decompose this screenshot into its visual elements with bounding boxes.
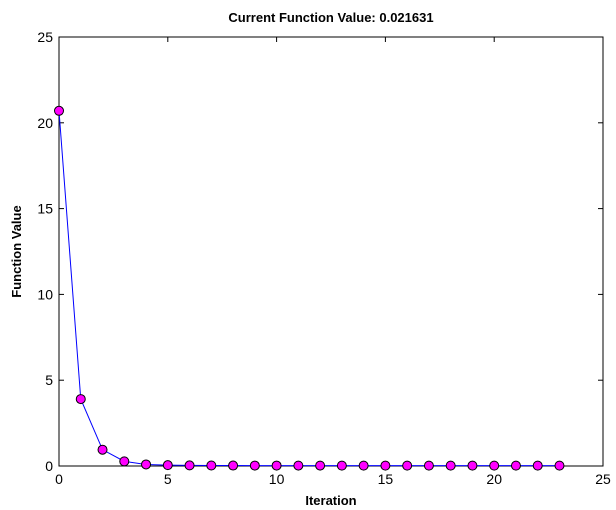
x-axis-title: Iteration: [305, 493, 356, 508]
y-tick-label: 25: [37, 29, 53, 45]
data-point: [402, 460, 413, 471]
data-point: [445, 460, 456, 471]
x-tick-label: 0: [55, 471, 63, 487]
series-layer: [54, 105, 565, 471]
data-point: [228, 460, 239, 471]
data-point: [206, 460, 217, 471]
data-point: [75, 394, 86, 405]
data-point: [423, 460, 434, 471]
data-point: [336, 460, 347, 471]
data-point: [467, 460, 478, 471]
data-point: [489, 460, 500, 471]
y-tick-label: 10: [37, 286, 53, 302]
data-point: [141, 459, 152, 470]
data-point: [293, 460, 304, 471]
data-point: [54, 105, 64, 116]
y-tick-label: 0: [45, 458, 53, 474]
x-tick-label: 25: [595, 471, 611, 487]
data-point: [315, 460, 326, 471]
x-tick-label: 5: [164, 471, 172, 487]
data-point: [184, 460, 195, 471]
data-point: [119, 456, 130, 467]
x-tick-label: 15: [378, 471, 394, 487]
data-point: [554, 460, 565, 471]
y-tick-label: 20: [37, 115, 53, 131]
data-point: [162, 460, 173, 471]
data-point: [510, 460, 521, 471]
data-point: [97, 444, 108, 455]
x-tick-label: 20: [486, 471, 502, 487]
y-tick-label: 5: [45, 372, 53, 388]
plot-area: [58, 36, 604, 467]
data-point: [271, 460, 282, 471]
data-point: [249, 460, 260, 471]
y-tick-label: 15: [37, 201, 53, 217]
y-axis-title: Function Value: [9, 205, 24, 297]
data-point: [532, 460, 543, 471]
data-point: [380, 460, 391, 471]
chart-title: Current Function Value: 0.021631: [228, 10, 433, 25]
x-tick-label: 10: [269, 471, 285, 487]
data-point: [358, 460, 369, 471]
axis-ticks: 0 5 10 15 20 25 0 5 10 15 20 25: [37, 29, 611, 487]
